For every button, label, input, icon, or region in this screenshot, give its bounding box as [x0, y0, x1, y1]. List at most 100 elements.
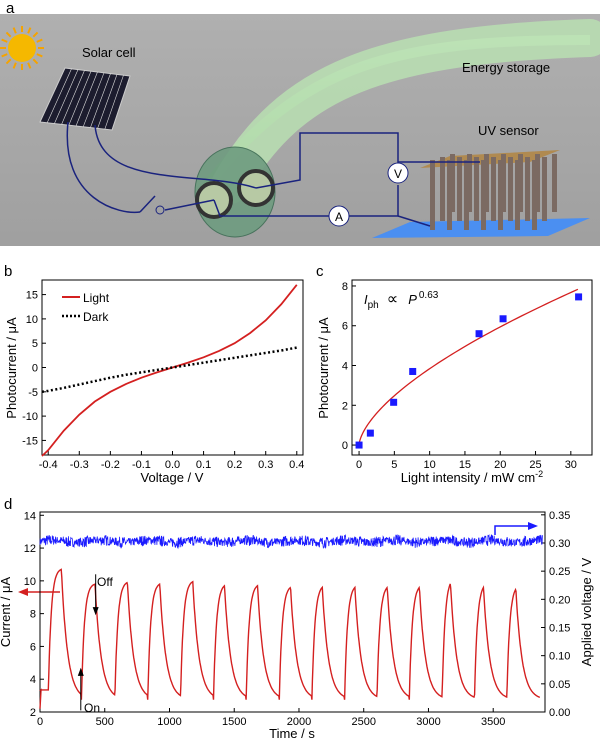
x-tick-label: 3000: [416, 716, 440, 728]
x-tick-label: 3500: [481, 716, 505, 728]
y-right-tick-label: 0.25: [549, 566, 570, 578]
x-tick-label: 0.3: [258, 459, 273, 471]
nanopillar: [515, 160, 520, 230]
sun-ray: [27, 62, 32, 69]
nanopillar: [491, 157, 496, 221]
label-solar-cell: Solar cell: [82, 45, 136, 60]
y-tick-label: -15: [22, 435, 38, 447]
sun-ray: [12, 27, 17, 34]
x-tick-label: 0: [37, 716, 43, 728]
fit-curve: [358, 288, 579, 443]
sun-ray: [1, 38, 8, 43]
x-axis-label: Light intensity / mW cm-2: [401, 469, 543, 485]
x-axis-label: Time / s: [269, 726, 315, 741]
y-tick-label: 0: [32, 363, 38, 375]
panel-b-chart: b Voltage / V Photocurrent / μA Light Da…: [4, 263, 304, 485]
nanopillar: [518, 154, 523, 212]
x-tick-label: 5: [391, 459, 397, 471]
x-axis-label: Voltage / V: [141, 470, 204, 485]
data-point: [499, 315, 507, 323]
data-point: [355, 441, 363, 449]
series-line-dark: [41, 346, 298, 394]
x-tick-label: -0.1: [132, 459, 151, 471]
sun-ray: [1, 53, 8, 58]
nanopillar: [484, 154, 489, 212]
nanopillar: [508, 157, 513, 221]
sun-ray: [32, 58, 39, 65]
nanopillar: [552, 154, 557, 212]
nanopillar: [501, 154, 506, 212]
nanopillar: [542, 157, 547, 221]
y-tick-label: 6: [342, 321, 348, 333]
y-tick-label: -5: [28, 387, 38, 399]
y-right-tick-label: 0.20: [549, 594, 570, 606]
circuit-wires: [66, 121, 480, 227]
sun-ray: [36, 38, 43, 43]
y-right-tick-label: 0.05: [549, 679, 570, 691]
x-tick-label: 20: [494, 459, 506, 471]
y-right-tick-label: 0.30: [549, 538, 570, 550]
y-tick-label: 4: [342, 361, 348, 373]
panel-d-chart: d Time / s Current / μA Applied voltage …: [0, 496, 594, 741]
data-point: [575, 293, 583, 301]
x-tick-label: 2000: [287, 716, 311, 728]
label-uv-sensor: UV sensor: [478, 123, 539, 138]
power-law-annotation: Iph ∝ P 0.63: [364, 290, 439, 311]
left-axis-arrow: [18, 588, 60, 596]
ann-sub: ph: [368, 300, 379, 311]
y-tick-label: 10: [24, 576, 36, 588]
y-right-tick-label: 0.00: [549, 707, 570, 719]
panel-letter-a: a: [6, 0, 15, 17]
x-tick-label: 0.4: [289, 459, 304, 471]
y-tick-label: 4: [30, 674, 36, 686]
ann-exp: 0.63: [419, 290, 439, 301]
nanopillar: [450, 154, 455, 212]
cell-grid-line: [54, 69, 79, 124]
on-annotation: On: [84, 701, 100, 715]
x-tick-label: 15: [459, 459, 471, 471]
series-line-light: [41, 284, 298, 457]
y-axis-label: Photocurrent / μA: [316, 317, 331, 419]
y-axis-right-label: Applied voltage / V: [579, 557, 594, 666]
cell-grid-line: [75, 71, 98, 127]
cell-grid-line: [97, 74, 118, 129]
y-axis-label: Photocurrent / μA: [4, 317, 19, 419]
panel-letter-b: b: [4, 263, 12, 280]
ann-base: I: [364, 292, 368, 307]
x-tick-label: 0: [356, 459, 362, 471]
y-tick-label: 5: [32, 338, 38, 350]
data-point: [475, 330, 483, 338]
y-axis-left-label: Current / μA: [0, 577, 13, 648]
nanopillar: [467, 154, 472, 212]
x-tick-label: 0.1: [196, 459, 211, 471]
y-tick-label: 6: [30, 641, 36, 653]
nanopillar: [474, 157, 479, 221]
panel-letter-d: d: [4, 496, 12, 513]
voltage-series: [39, 533, 543, 550]
nanopillar: [464, 160, 469, 230]
x-tick-label: 0.0: [165, 459, 180, 471]
sun-ray: [32, 31, 39, 38]
y-tick-label: 12: [24, 543, 36, 555]
cell-grid-line: [104, 75, 124, 130]
voltmeter-label: V: [394, 167, 402, 181]
x-tick-label: 500: [96, 716, 114, 728]
right-axis-arrow: [494, 522, 538, 535]
current-series: [39, 568, 541, 709]
y-tick-label: 0: [342, 440, 348, 452]
panel-letter-c: c: [316, 263, 324, 280]
x-tick-label: 0.2: [227, 459, 242, 471]
nanopillar: [430, 160, 435, 230]
solar-cell: [39, 67, 131, 131]
data-point: [409, 367, 417, 375]
y-right-tick-label: 0.35: [549, 510, 570, 522]
data-point: [390, 398, 398, 406]
nanopillar: [447, 160, 452, 230]
legend-label-light: Light: [83, 291, 110, 305]
y-tick-label: 15: [26, 290, 38, 302]
sun-icon: [0, 26, 44, 70]
sun-ray: [5, 31, 12, 38]
nanopillar: [532, 160, 537, 230]
sun-ray: [27, 27, 32, 34]
y-tick-label: 8: [342, 281, 348, 293]
